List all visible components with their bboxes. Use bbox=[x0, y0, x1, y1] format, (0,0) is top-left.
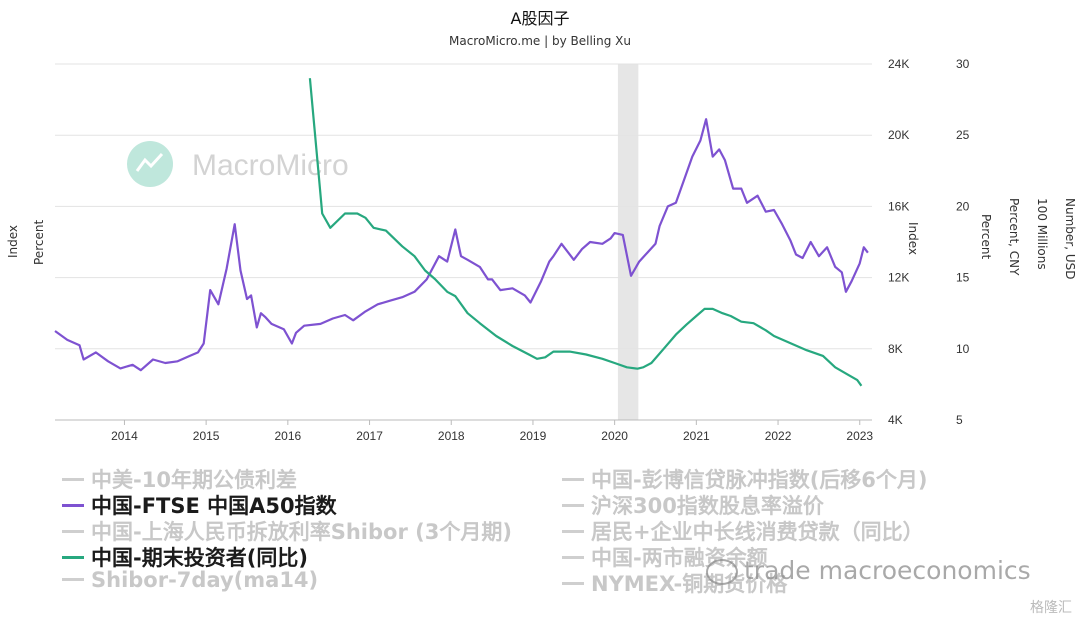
chart-area: MacroMicro 4K 8K 12K 16K 20K 24K 5 10 15 20 25 30 20… bbox=[54, 57, 970, 443]
legend-label: 沪深300指数股息率溢价 bbox=[591, 494, 824, 518]
x-tick-label: 2017 bbox=[356, 429, 383, 443]
legend-item[interactable]: 中国-FTSE 中国A50指数 bbox=[62, 490, 337, 520]
legend-item[interactable]: Shibor-7day(ma14) bbox=[62, 568, 318, 592]
legend-label: 居民+企业中长线消费贷款（同比） bbox=[591, 520, 924, 544]
y-tick-percent: 5 bbox=[956, 413, 963, 427]
macromicro-watermark: MacroMicro bbox=[127, 141, 349, 187]
legend-swatch bbox=[562, 477, 584, 481]
x-tick-label: 2014 bbox=[111, 429, 138, 443]
legend-swatch bbox=[62, 529, 84, 533]
y-tick-index: 16K bbox=[888, 199, 909, 213]
legend-item[interactable]: NYMEX-铜期货价格 bbox=[562, 568, 787, 598]
legend-label: 中美-10年期公债利差 bbox=[91, 468, 297, 492]
legend-swatch bbox=[62, 477, 84, 481]
legend-label: 中国-彭博信贷脉冲指数(后移6个月) bbox=[591, 468, 928, 492]
series-line-a50-index bbox=[54, 118, 869, 372]
legend-label: 中国-上海人民币拆放利率Shibor (3个月期) bbox=[91, 520, 512, 544]
shaded-region bbox=[617, 64, 639, 420]
legend-swatch bbox=[562, 581, 584, 585]
y-tick-index: 8K bbox=[888, 342, 903, 356]
legend-swatch bbox=[62, 577, 84, 581]
legend-item[interactable]: 中国-两市融资余额 bbox=[562, 542, 768, 572]
legend-swatch bbox=[62, 555, 84, 559]
legend-label: 中国-两市融资余额 bbox=[591, 546, 768, 570]
chart-title: A股因子 bbox=[510, 9, 570, 28]
overlay-watermark-text: trade macroeconomics bbox=[744, 556, 1031, 585]
wechat-icon bbox=[706, 559, 738, 585]
x-tick-label: 2016 bbox=[274, 429, 301, 443]
y-tick-percent: 15 bbox=[956, 271, 970, 285]
chart-subtitle: MacroMicro.me | by Belling Xu bbox=[449, 34, 631, 48]
legend-label: Shibor-7day(ma14) bbox=[91, 568, 319, 592]
x-tick-label: 2022 bbox=[765, 429, 792, 443]
legend-item[interactable]: 中美-10年期公债利差 bbox=[62, 464, 297, 494]
x-tick-label: 2018 bbox=[438, 429, 465, 443]
legend-item[interactable]: 居民+企业中长线消费贷款（同比） bbox=[562, 516, 924, 546]
x-tick-label: 2020 bbox=[601, 429, 628, 443]
watermark-text: MacroMicro bbox=[192, 149, 349, 182]
legend-item[interactable]: 中国-期末投资者(同比) bbox=[62, 542, 308, 572]
legend-label: 中国-期末投资者(同比) bbox=[91, 546, 308, 570]
legend-swatch bbox=[62, 503, 84, 507]
legend-item[interactable]: 沪深300指数股息率溢价 bbox=[562, 490, 824, 520]
legend-swatch bbox=[562, 503, 584, 507]
x-tick-label: 2019 bbox=[520, 429, 547, 443]
legend-item[interactable]: 中国-彭博信贷脉冲指数(后移6个月) bbox=[562, 464, 928, 494]
y-tick-percent: 30 bbox=[956, 57, 970, 71]
y-tick-percent: 25 bbox=[956, 128, 970, 142]
y-tick-index: 20K bbox=[888, 128, 909, 142]
x-tick-label: 2015 bbox=[193, 429, 220, 443]
y-tick-index: 4K bbox=[888, 413, 903, 427]
legend-swatch bbox=[562, 529, 584, 533]
legend-swatch bbox=[562, 555, 584, 559]
x-tick-label: 2021 bbox=[683, 429, 710, 443]
x-tick-label: 2023 bbox=[846, 429, 873, 443]
y-tick-index: 24K bbox=[888, 57, 909, 71]
legend-label: 中国-FTSE 中国A50指数 bbox=[91, 494, 337, 518]
legend-item[interactable]: 中国-上海人民币拆放利率Shibor (3个月期) bbox=[62, 516, 512, 546]
overlay-watermark: trade macroeconomics bbox=[706, 556, 1031, 585]
legend-label: NYMEX-铜期货价格 bbox=[591, 572, 788, 596]
series-line-investors-yoy bbox=[308, 78, 863, 387]
y-tick-index: 12K bbox=[888, 271, 909, 285]
corner-watermark: 格隆汇 bbox=[1030, 600, 1072, 616]
y-tick-percent: 10 bbox=[956, 342, 970, 356]
y-tick-percent: 20 bbox=[956, 199, 970, 213]
